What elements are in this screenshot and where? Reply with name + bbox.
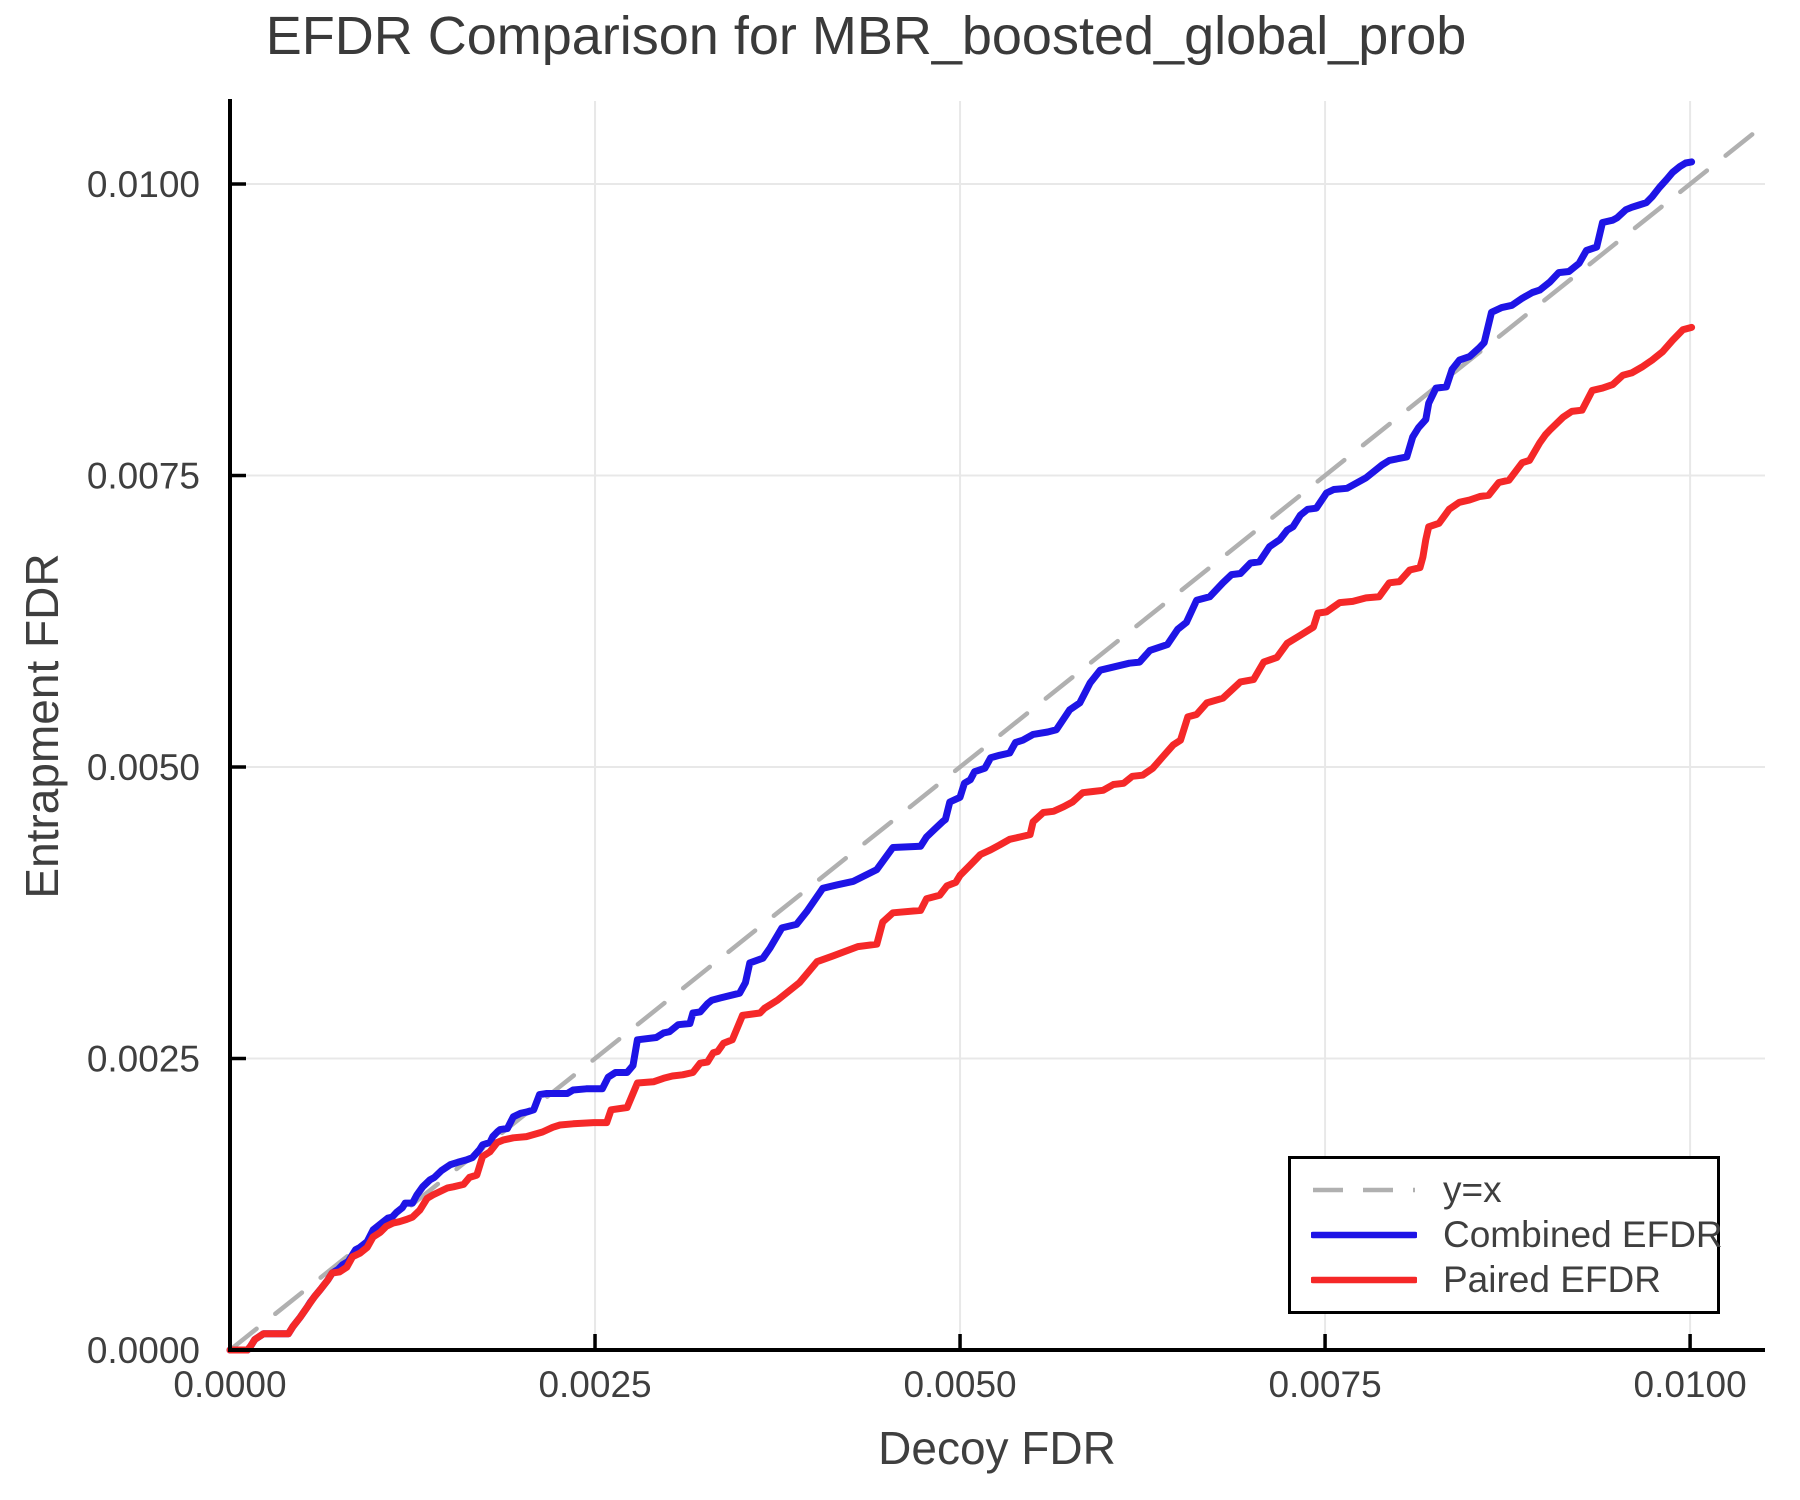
x-axis-label: Decoy FDR bbox=[878, 1422, 1116, 1474]
legend-swatch-combined-efdr-line bbox=[1309, 1229, 1419, 1241]
y-tick-label: 0.0050 bbox=[87, 747, 200, 788]
x-tick-label: 0.0050 bbox=[903, 1364, 1016, 1405]
y-tick-label: 0.0100 bbox=[87, 164, 200, 205]
legend-swatch-svg bbox=[1309, 1231, 1419, 1239]
legend-row-combined-efdr: Combined EFDR bbox=[1309, 1214, 1723, 1256]
y-tick-label: 0.0025 bbox=[87, 1039, 200, 1080]
legend-swatch-paired-efdr-line bbox=[1309, 1274, 1419, 1286]
x-tick-label: 0.0000 bbox=[173, 1364, 286, 1405]
legend-swatch-yx-line bbox=[1311, 1184, 1417, 1196]
legend-swatch-svg bbox=[1313, 1187, 1415, 1193]
legend-swatch-svg bbox=[1309, 1276, 1419, 1284]
series-line-combined-efdr bbox=[226, 158, 1696, 1354]
legend-label-yx: y=x bbox=[1443, 1169, 1502, 1210]
legend: y=x Combined EFDR Paired EFDR bbox=[1288, 1156, 1723, 1314]
y-tick-label: 0.0075 bbox=[87, 456, 200, 497]
series-line-paired-efdr bbox=[226, 323, 1696, 1354]
legend-label-paired-efdr: Paired EFDR bbox=[1443, 1259, 1661, 1300]
legend-row-yx: y=x bbox=[1311, 1169, 1717, 1211]
legend-label-combined-efdr: Combined EFDR bbox=[1443, 1214, 1723, 1255]
x-tick-label: 0.0025 bbox=[538, 1364, 651, 1405]
x-tick-label: 0.0100 bbox=[1634, 1364, 1747, 1405]
legend-row-paired-efdr: Paired EFDR bbox=[1309, 1259, 1717, 1301]
x-tick-label: 0.0075 bbox=[1268, 1364, 1381, 1405]
series-line-y-x bbox=[227, 121, 1768, 1353]
y-tick-label: 0.0000 bbox=[87, 1330, 200, 1371]
chart-title: EFDR Comparison for MBR_boosted_global_p… bbox=[265, 6, 1467, 66]
